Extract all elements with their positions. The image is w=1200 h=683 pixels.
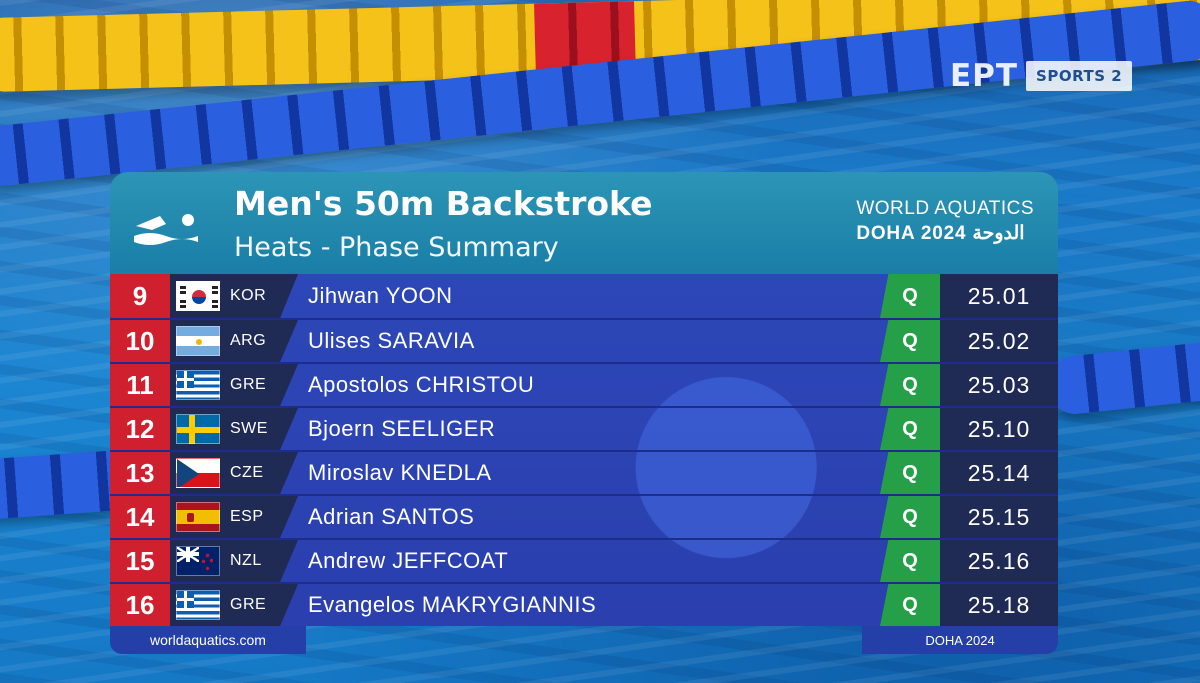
country-cell: NZL <box>170 540 298 582</box>
athlete-name: Apostolos CHRISTOU <box>308 372 535 397</box>
country-code: GRE <box>230 376 267 393</box>
country-code: SWE <box>230 420 268 437</box>
result-time: 25.18 <box>940 584 1058 626</box>
flag-nzl-icon <box>176 546 220 576</box>
event-subtitle: Heats - Phase Summary <box>234 232 559 263</box>
country-code: KOR <box>230 287 267 304</box>
flag-kor-icon <box>176 281 220 311</box>
channel-badge: SPORTS 2 <box>1026 61 1133 91</box>
athlete-name: Jihwan YOON <box>308 283 453 308</box>
result-row: 13 CZE Miroslav KNEDLA Q 25.14 <box>110 450 1058 494</box>
qualified-badge: Q <box>880 584 940 626</box>
country-cell: KOR <box>170 274 298 318</box>
result-row: 12 SWE Bjoern SEELIGER Q 25.10 <box>110 406 1058 450</box>
rank: 10 <box>110 320 170 362</box>
country-code: ARG <box>230 332 267 349</box>
broadcaster-name: ΕΡΤ <box>950 58 1019 94</box>
country-code: NZL <box>230 552 262 569</box>
qualified-badge: Q <box>880 452 940 494</box>
organizer-logo: WORLD AQUATICS DOHA 2024 الدوحة <box>856 198 1034 245</box>
result-row: 11 GRE Apostolos CHRISTOU Q 25.03 <box>110 362 1058 406</box>
qualified-badge: Q <box>880 364 940 406</box>
country-cell: ESP <box>170 496 298 538</box>
organizer-name: WORLD AQUATICS <box>856 198 1034 219</box>
athlete-name: Miroslav KNEDLA <box>308 460 492 485</box>
result-row: 16 GRE Evangelos MAKRYGIANNIS Q 25.18 <box>110 582 1058 626</box>
result-row: 9 KOR Jihwan YOON Q 25.01 <box>110 274 1058 318</box>
country-cell: ARG <box>170 320 298 362</box>
qualified-badge: Q <box>880 320 940 362</box>
qualified-badge: Q <box>880 274 940 318</box>
result-time: 25.14 <box>940 452 1058 494</box>
country-cell: GRE <box>170 584 298 626</box>
country-code: ESP <box>230 508 264 525</box>
result-row: 10 ARG Ulises SARAVIA Q 25.02 <box>110 318 1058 362</box>
result-time: 25.01 <box>940 274 1058 318</box>
result-row: 14 ESP Adrian SANTOS Q 25.15 <box>110 494 1058 538</box>
qualified-badge: Q <box>880 540 940 582</box>
flag-arg-icon <box>176 326 220 356</box>
athlete-name: Bjoern SEELIGER <box>308 416 496 441</box>
qualified-badge: Q <box>880 496 940 538</box>
country-cell: CZE <box>170 452 298 494</box>
result-time: 25.15 <box>940 496 1058 538</box>
rank: 15 <box>110 540 170 582</box>
country-cell: SWE <box>170 408 298 450</box>
result-time: 25.16 <box>940 540 1058 582</box>
athlete-name: Ulises SARAVIA <box>308 328 475 353</box>
swimmer-icon <box>134 214 198 245</box>
result-time: 25.10 <box>940 408 1058 450</box>
qualified-badge: Q <box>880 408 940 450</box>
athlete-name: Evangelos MAKRYGIANNIS <box>308 592 597 617</box>
event-label: DOHA 2024 <box>862 626 1058 654</box>
event-title: Men's 50m Backstroke <box>234 184 653 223</box>
rank: 11 <box>110 364 170 406</box>
country-code: GRE <box>230 596 267 613</box>
scoreboard-footer: worldaquatics.com DOHA 2024 <box>110 626 1058 656</box>
country-cell: GRE <box>170 364 298 406</box>
result-time: 25.02 <box>940 320 1058 362</box>
broadcaster-logo: ΕΡΤ SPORTS 2 <box>950 58 1133 94</box>
rank: 16 <box>110 584 170 626</box>
result-time: 25.03 <box>940 364 1058 406</box>
flag-swe-icon <box>176 414 220 444</box>
flag-gre-icon <box>176 370 220 400</box>
flag-cze-icon <box>176 458 220 488</box>
scoreboard-header: Men's 50m Backstroke Heats - Phase Summa… <box>110 172 1058 274</box>
athlete-name: Andrew JEFFCOAT <box>308 548 509 573</box>
results-list: 9 KOR Jihwan YOON Q 25.01 10 ARG Ulises … <box>110 274 1058 626</box>
rank: 14 <box>110 496 170 538</box>
rank: 12 <box>110 408 170 450</box>
rank: 9 <box>110 274 170 318</box>
result-row: 15 NZL Andrew JEFFCOAT Q 25.16 <box>110 538 1058 582</box>
results-scoreboard: Men's 50m Backstroke Heats - Phase Summa… <box>110 172 1058 656</box>
rank: 13 <box>110 452 170 494</box>
website-label: worldaquatics.com <box>110 626 306 654</box>
country-code: CZE <box>230 464 264 481</box>
athlete-name: Adrian SANTOS <box>308 504 475 529</box>
flag-esp-icon <box>176 502 220 532</box>
organizer-event: DOHA 2024 الدوحة <box>856 223 1025 244</box>
flag-gre-icon <box>176 590 220 620</box>
